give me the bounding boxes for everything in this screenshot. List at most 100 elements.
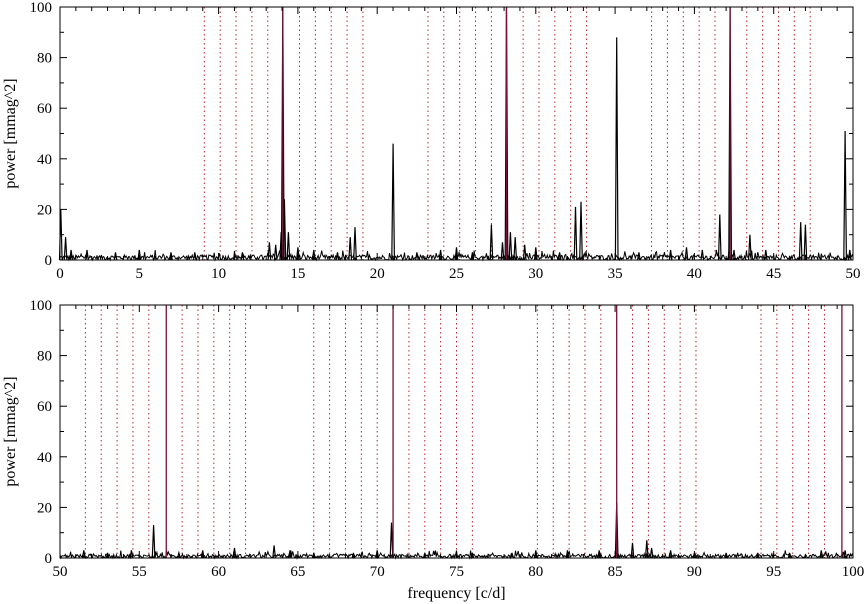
spectrum-peak xyxy=(192,252,197,261)
spectrum-peak xyxy=(311,552,316,559)
spectrum-peak xyxy=(137,249,142,261)
spectrum-peak xyxy=(389,522,394,559)
spectrum-peak xyxy=(85,249,89,261)
spectrum-peak xyxy=(533,247,538,261)
spectrum-peak xyxy=(105,552,110,559)
spectrum-peak xyxy=(630,542,635,559)
spectrum-peak xyxy=(700,249,705,261)
x-tick-label: 100 xyxy=(842,564,865,580)
x-tick-label: 70 xyxy=(370,564,385,580)
plot-frame xyxy=(59,6,854,261)
y-tick-label: 20 xyxy=(37,202,52,218)
spectrum-peak xyxy=(438,249,443,261)
x-tick-label: 55 xyxy=(132,564,147,580)
spectrum-peak xyxy=(470,252,475,261)
spectrum-peak xyxy=(755,552,760,559)
x-tick-label: 80 xyxy=(528,564,543,580)
spectrum-peak xyxy=(803,224,808,261)
x-tick-label: 95 xyxy=(766,564,781,580)
y-tick-label: 0 xyxy=(45,551,53,567)
spectrum-peak xyxy=(649,547,654,559)
spectrum-peak xyxy=(348,237,353,261)
spectrum-peak xyxy=(454,247,459,261)
spectrum-peak xyxy=(81,550,86,559)
spectrum-peak xyxy=(573,206,578,261)
spectrum-peak xyxy=(240,252,245,261)
spectrum-peak xyxy=(510,552,514,559)
x-tick-label: 20 xyxy=(370,266,385,282)
spectrum-peak xyxy=(422,552,427,559)
spectrum-peak xyxy=(843,550,847,559)
spectrum-peak xyxy=(732,249,736,261)
x-tick-label: 30 xyxy=(528,266,543,282)
x-tick-label: 85 xyxy=(608,564,623,580)
x-tick-label: 50 xyxy=(846,266,861,282)
spectrum-peak xyxy=(311,249,316,261)
x-tick-label: 60 xyxy=(211,564,226,580)
spectrum-peak xyxy=(489,224,494,261)
x-tick-label: 40 xyxy=(687,266,702,282)
spectrum-peak xyxy=(843,130,847,261)
spectrum-peak xyxy=(614,37,619,261)
x-tick-label: 0 xyxy=(56,266,64,282)
x-tick-label: 5 xyxy=(136,266,144,282)
spectrum-peak xyxy=(415,252,419,261)
spectrum-peak xyxy=(565,550,570,559)
spectrum-peak xyxy=(335,252,340,261)
spectrum-peak xyxy=(798,222,803,261)
x-tick-label: 15 xyxy=(290,266,305,282)
spectrum-peak xyxy=(684,247,689,261)
spectrum-peak xyxy=(151,525,156,559)
spectrum-peak xyxy=(724,552,728,559)
spectrum-peak xyxy=(391,143,395,261)
y-tick-label: 40 xyxy=(37,152,52,168)
x-tick-label: 35 xyxy=(608,266,623,282)
bottom-panel: 50 55 60 65 70 75 80 85 90 95 100 0 20 40 60 80 100 power… xyxy=(2,298,864,602)
spectrum-peak xyxy=(353,227,357,261)
y-tick-label: 80 xyxy=(37,349,52,365)
spectrum-peak xyxy=(522,244,527,261)
spectrum-peak xyxy=(717,214,722,261)
spectrum-peak xyxy=(557,252,562,261)
spectrum-peak xyxy=(272,545,276,559)
y-axis-label: power [mmag^2] xyxy=(2,78,19,188)
spectrum-peak xyxy=(763,249,768,261)
spectrum-peak xyxy=(63,237,68,261)
spectrum-peak xyxy=(500,242,505,261)
x-tick-label: 25 xyxy=(449,266,464,282)
spectrum-peak xyxy=(69,249,73,261)
x-tick-label: 45 xyxy=(766,266,781,282)
spectrum-peak xyxy=(113,252,118,261)
spectrum-peak xyxy=(579,201,583,261)
spectrum-peak xyxy=(375,550,380,559)
spectrum-peak xyxy=(513,237,518,261)
spectrum-peak xyxy=(819,550,824,559)
spectrum-peak xyxy=(637,252,641,261)
y-tick-label: 100 xyxy=(30,0,53,16)
spectrum-peak xyxy=(169,252,173,261)
spectrum-peak xyxy=(267,242,272,261)
spectrum-peak xyxy=(273,244,278,261)
spectrum-peak xyxy=(200,550,205,559)
spectrum-peak xyxy=(787,552,792,559)
spectrum-peak xyxy=(847,249,852,261)
y-axis-label: power [mmag^2] xyxy=(2,376,19,486)
spectrum-peak xyxy=(597,550,602,559)
x-axis-label: frequency [c/d] xyxy=(407,585,505,602)
spectrum-peak xyxy=(644,540,649,559)
x-tick-label: 65 xyxy=(290,564,305,580)
spectrum-peak xyxy=(668,249,673,261)
y-tick-label: 100 xyxy=(30,298,53,314)
y-tick-label: 80 xyxy=(37,51,52,67)
x-tick-label: 90 xyxy=(687,564,702,580)
y-tick-label: 20 xyxy=(37,500,52,516)
spectrum-peak xyxy=(177,550,181,559)
x-tick-label: 75 xyxy=(449,564,464,580)
spectrum-peak xyxy=(351,552,356,559)
x-tick-label: 10 xyxy=(211,266,226,282)
spectrum-peak xyxy=(296,247,300,261)
spectrum-peak xyxy=(232,547,237,559)
y-tick-label: 60 xyxy=(37,399,52,415)
spectrum-peak xyxy=(470,552,475,559)
